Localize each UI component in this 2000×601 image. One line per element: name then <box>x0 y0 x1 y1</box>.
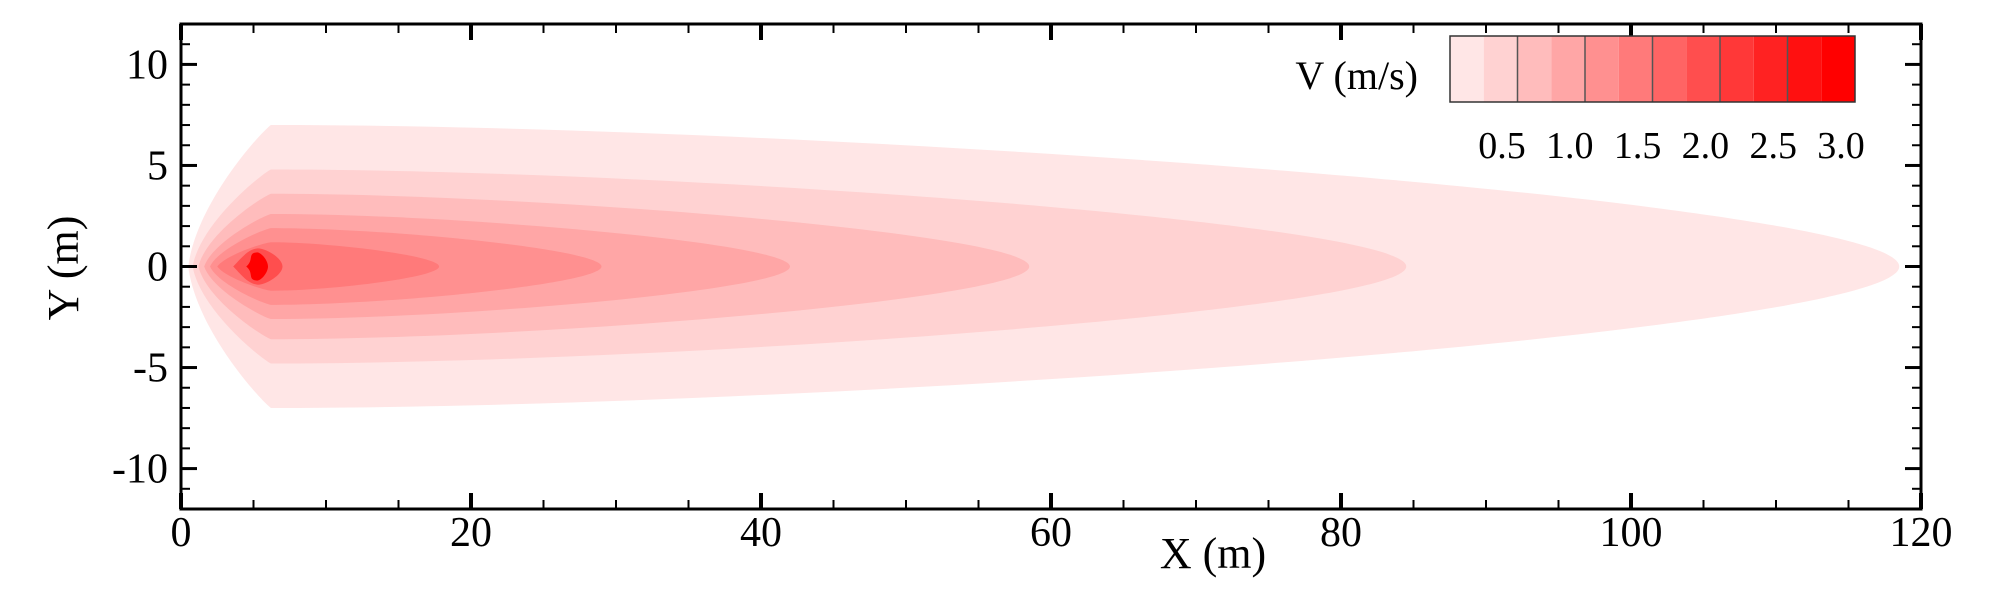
y-axis-label: Y (m) <box>39 216 88 321</box>
colorbar-tick-label: 2.0 <box>1682 125 1730 167</box>
colorbar-outline <box>1449 35 1856 103</box>
colorbar-swatch <box>1551 36 1585 102</box>
velocity-contours <box>188 125 1900 408</box>
x-tick-label: 60 <box>1030 510 1072 556</box>
y-tick-label: 0 <box>147 245 168 291</box>
colorbar-swatch <box>1720 36 1754 102</box>
y-tick-labels: 10 5 0 -5 -10 <box>112 42 168 492</box>
x-axis-label: X (m) <box>1160 529 1266 578</box>
colorbar-tick-label: 3.0 <box>1817 125 1865 167</box>
x-tick-labels: 0 20 40 60 80 100 120 <box>171 510 1953 556</box>
x-tick-label: 0 <box>171 510 192 556</box>
colorbar-swatch <box>1753 36 1788 102</box>
colorbar-swatch <box>1618 36 1653 102</box>
colorbar-swatch <box>1686 36 1720 102</box>
y-tick-label: 10 <box>126 42 168 88</box>
x-tick-label: 80 <box>1320 510 1362 556</box>
y-tick-label: -10 <box>112 447 168 493</box>
axis-ticks <box>179 24 1923 509</box>
colorbar-swatch <box>1821 36 1855 102</box>
contour-band-7 <box>246 252 268 281</box>
x-tick-label: 120 <box>1890 510 1953 556</box>
colorbar-tick-label: 0.5 <box>1478 125 1526 167</box>
colorbar-title: V (m/s) <box>1295 53 1418 98</box>
colorbar-swatch <box>1483 36 1518 102</box>
x-tick-label: 20 <box>450 510 492 556</box>
colorbar-tick-label: 1.5 <box>1614 125 1662 167</box>
y-tick-label: -5 <box>133 346 168 392</box>
colorbar-tick-labels: 0.5 1.0 1.5 2.0 2.5 3.0 <box>1478 125 1865 167</box>
colorbar-swatch <box>1450 36 1484 102</box>
y-tick-label: 5 <box>147 143 168 189</box>
colorbar-swatches <box>1449 35 1856 103</box>
colorbar-swatch <box>1517 36 1552 102</box>
colorbar-swatch <box>1652 36 1687 102</box>
colorbar-tick-label: 1.0 <box>1546 125 1594 167</box>
colorbar-tick-label: 2.5 <box>1749 125 1797 167</box>
colorbar-swatch <box>1787 36 1822 102</box>
x-tick-label: 100 <box>1600 510 1663 556</box>
colorbar-legend: V (m/s) 0.5 1.0 1.5 2.0 2.5 3.0 <box>1295 35 1865 167</box>
colorbar-swatch <box>1585 36 1619 102</box>
x-tick-label: 40 <box>740 510 782 556</box>
